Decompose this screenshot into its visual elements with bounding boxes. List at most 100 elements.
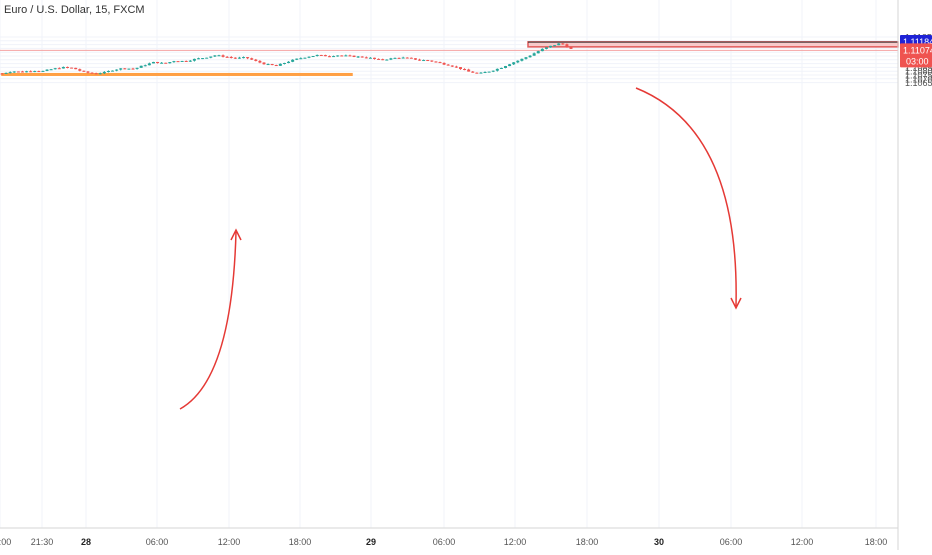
- candle-body: [360, 56, 364, 58]
- candle-body: [467, 69, 471, 72]
- candle-body: [557, 43, 561, 46]
- candle-body: [356, 56, 360, 58]
- candle: [291, 59, 295, 63]
- candle-body: [278, 63, 282, 66]
- candle-body: [262, 62, 266, 65]
- candle: [499, 67, 503, 69]
- candle: [176, 60, 180, 63]
- candle-body: [287, 61, 291, 63]
- candle: [368, 57, 372, 59]
- candle: [282, 62, 286, 65]
- candle-body: [381, 59, 385, 61]
- candle: [82, 70, 86, 72]
- candle-body: [8, 72, 12, 74]
- x-tick-label: 18:00: [289, 537, 312, 547]
- candle-body: [53, 68, 57, 70]
- candle-body: [209, 56, 213, 58]
- candle-body: [553, 45, 557, 47]
- candle-body: [491, 70, 495, 72]
- candle: [426, 59, 430, 62]
- candle-body: [111, 70, 115, 72]
- candle: [119, 68, 123, 71]
- candle: [540, 48, 544, 52]
- candle-body: [205, 57, 209, 59]
- candle: [12, 71, 16, 73]
- candle: [250, 57, 254, 60]
- candle: [258, 60, 262, 64]
- candle: [131, 67, 135, 70]
- candle: [201, 58, 205, 60]
- candle: [528, 55, 532, 58]
- candle-body: [385, 59, 389, 61]
- candle: [242, 56, 246, 59]
- candle-body: [377, 58, 381, 60]
- candle: [495, 68, 499, 72]
- y-tick-label: 1.10650: [905, 78, 932, 88]
- candle: [458, 67, 462, 70]
- candle-body: [225, 56, 229, 58]
- candle: [409, 57, 413, 59]
- candle: [467, 68, 471, 72]
- candle-body: [266, 64, 270, 66]
- candle: [98, 72, 102, 75]
- candle-body: [454, 66, 458, 68]
- candle: [184, 60, 188, 62]
- candle: [508, 63, 512, 67]
- candle: [233, 57, 237, 59]
- candle: [262, 62, 266, 65]
- candle: [504, 65, 508, 69]
- candle: [74, 67, 78, 70]
- candle: [4, 72, 8, 74]
- candle: [205, 57, 209, 59]
- candle-body: [303, 57, 307, 59]
- candle: [340, 55, 344, 57]
- candle-body: [295, 58, 299, 60]
- x-tick-label: 29: [366, 537, 376, 547]
- resistance-price-label: 1.11184: [903, 37, 932, 47]
- candle: [123, 68, 127, 70]
- candle: [102, 71, 106, 75]
- candle: [413, 58, 417, 60]
- candle-body: [348, 55, 352, 57]
- candle-body: [78, 69, 82, 71]
- y-tick-label: 1.10700: [905, 74, 932, 84]
- candle: [557, 43, 561, 46]
- candle-body: [299, 58, 303, 60]
- candle: [536, 50, 540, 54]
- candle-body: [188, 60, 192, 62]
- candle: [565, 43, 569, 48]
- candle: [475, 72, 479, 74]
- candle-body: [475, 72, 479, 74]
- candle: [57, 67, 61, 70]
- candle-body: [528, 55, 532, 58]
- candle-body: [340, 55, 344, 57]
- candle: [25, 70, 29, 73]
- countdown-label: 03:00: [906, 56, 929, 66]
- candle: [319, 54, 323, 56]
- candle-body: [373, 57, 377, 59]
- candle: [381, 58, 385, 61]
- candle-body: [368, 57, 372, 59]
- candle: [8, 71, 12, 74]
- candle-body: [307, 56, 311, 58]
- candle: [450, 65, 454, 67]
- support-zone: [1, 72, 353, 76]
- candle: [115, 69, 119, 72]
- candle-body: [217, 55, 221, 57]
- candle: [348, 54, 352, 57]
- candle-body: [504, 66, 508, 68]
- candle: [487, 71, 491, 73]
- candle-body: [565, 44, 569, 48]
- candle: [336, 55, 340, 57]
- candle-body: [213, 55, 217, 57]
- candle-body: [332, 56, 336, 58]
- candle-body: [426, 60, 430, 62]
- candle: [430, 60, 434, 62]
- candle-body: [168, 62, 172, 64]
- candle: [270, 63, 274, 66]
- candle: [53, 67, 57, 70]
- candle: [229, 56, 233, 59]
- candle-body: [86, 71, 90, 73]
- candle-body: [119, 68, 123, 70]
